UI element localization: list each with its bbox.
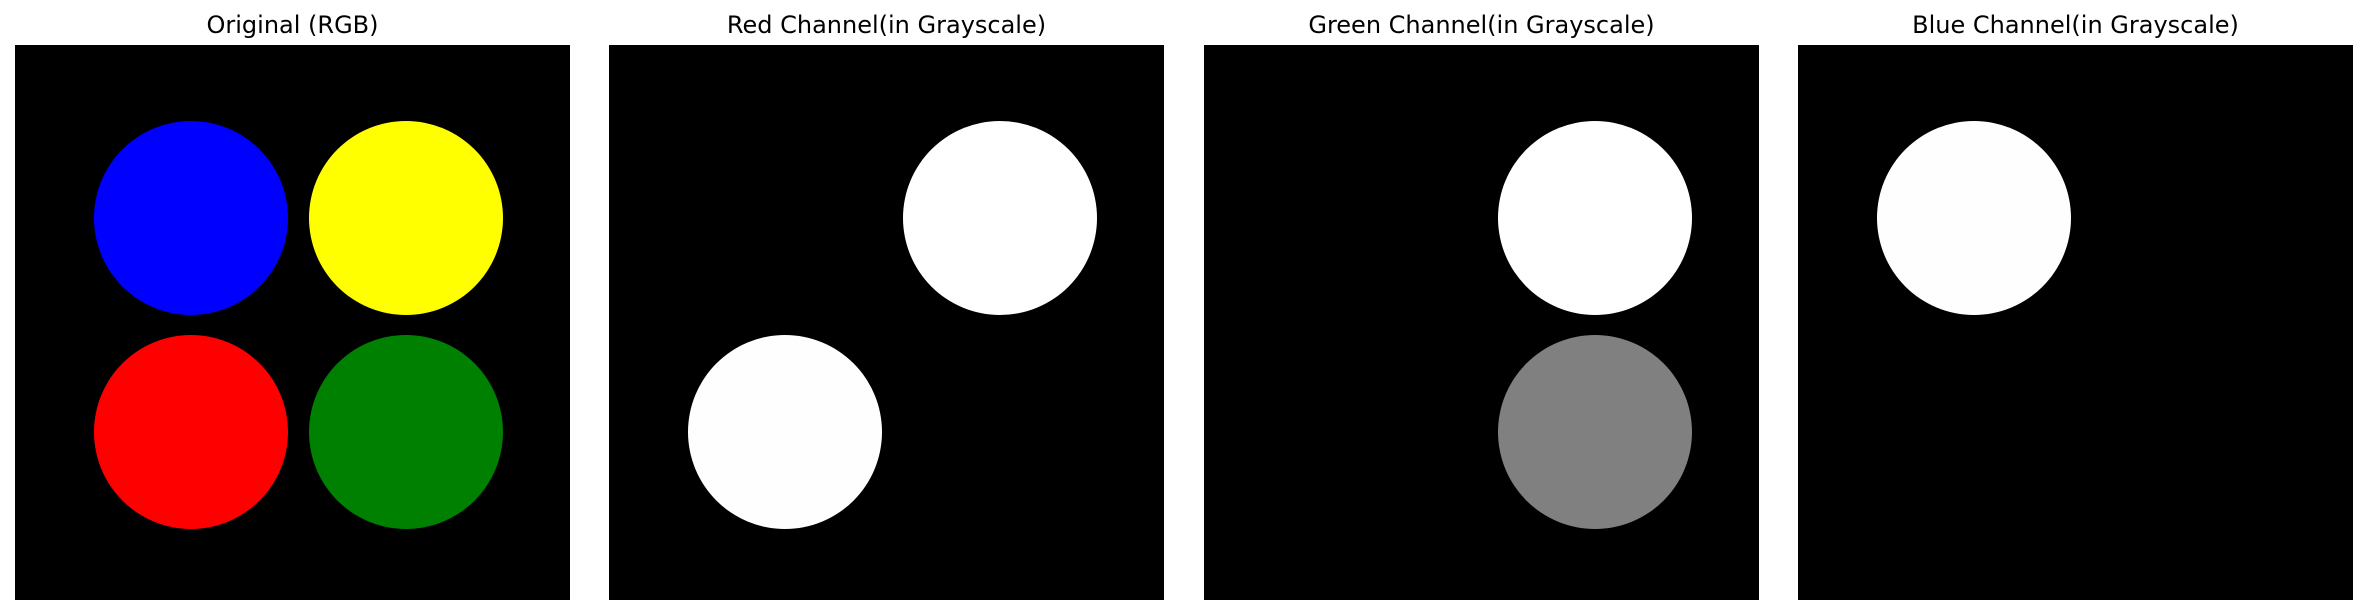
circle-top-left	[1283, 121, 1477, 315]
circle-top-right	[2092, 121, 2286, 315]
image-original	[15, 45, 570, 600]
circle-top-right	[309, 121, 503, 315]
panel-green-channel: Green Channel(in Grayscale)	[1204, 0, 1759, 614]
panel-red-channel: Red Channel(in Grayscale)	[609, 0, 1164, 614]
panel-title: Green Channel(in Grayscale)	[1308, 11, 1655, 39]
image-green-channel	[1204, 45, 1759, 600]
circle-bottom-left	[688, 335, 882, 529]
circle-top-right	[903, 121, 1097, 315]
circle-bottom-right	[1498, 335, 1692, 529]
panel-title: Blue Channel(in Grayscale)	[1912, 11, 2239, 39]
circle-bottom-right	[309, 335, 503, 529]
image-red-channel	[609, 45, 1164, 600]
panel-original: Original (RGB)	[15, 0, 570, 614]
circle-top-left	[1877, 121, 2071, 315]
circle-bottom-right	[903, 335, 1097, 529]
circle-top-left	[94, 121, 288, 315]
circle-bottom-left	[1877, 335, 2071, 529]
panel-title: Red Channel(in Grayscale)	[726, 11, 1047, 39]
image-blue-channel	[1798, 45, 2353, 600]
panel-title: Original (RGB)	[206, 11, 379, 39]
circle-bottom-left	[1283, 335, 1477, 529]
panel-blue-channel: Blue Channel(in Grayscale)	[1798, 0, 2353, 614]
circle-bottom-left	[94, 335, 288, 529]
circle-top-right	[1498, 121, 1692, 315]
circle-bottom-right	[2092, 335, 2286, 529]
circle-top-left	[688, 121, 882, 315]
